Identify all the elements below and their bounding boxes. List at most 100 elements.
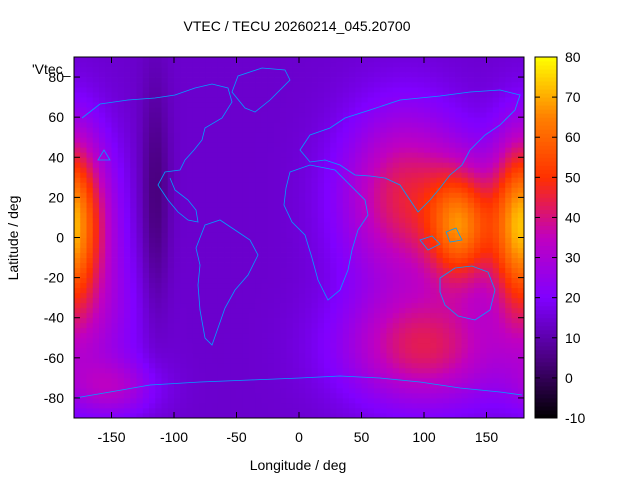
heatmap-cell: [161, 227, 169, 233]
heatmap-cell: [99, 307, 106, 314]
heatmap-cell: [399, 112, 406, 118]
heatmap-cell: [274, 57, 281, 63]
heatmap-cell: [361, 122, 369, 128]
heatmap-cell: [380, 187, 387, 193]
heatmap-cell: [280, 292, 287, 299]
heatmap-cell: [442, 97, 450, 103]
heatmap-cell: [167, 117, 175, 123]
heatmap-cell: [461, 117, 469, 123]
heatmap-cell: [267, 177, 275, 183]
heatmap-cell: [417, 367, 425, 374]
heatmap-cell: [380, 167, 387, 173]
heatmap-cell: [180, 72, 187, 78]
heatmap-cell: [317, 202, 325, 208]
heatmap-cell: [399, 322, 406, 329]
heatmap-cell: [74, 242, 81, 248]
heatmap-cell: [149, 387, 156, 394]
heatmap-cell: [455, 322, 462, 329]
heatmap-cell: [86, 352, 94, 359]
heatmap-cell: [142, 262, 150, 268]
heatmap-cell: [330, 107, 337, 113]
heatmap-cell: [499, 337, 506, 344]
heatmap-cell: [299, 247, 306, 253]
heatmap-cell: [417, 382, 425, 389]
heatmap-cell: [167, 382, 175, 389]
heatmap-cell: [505, 292, 512, 299]
heatmap-cell: [474, 347, 481, 354]
heatmap-cell: [199, 242, 206, 248]
heatmap-cell: [349, 242, 356, 248]
heatmap-cell: [261, 377, 269, 384]
heatmap-cell: [455, 77, 462, 83]
heatmap-cell: [255, 297, 262, 304]
heatmap-cell: [480, 82, 487, 88]
heatmap-cell: [99, 412, 106, 419]
heatmap-cell: [192, 262, 200, 268]
heatmap-cell: [392, 172, 400, 178]
heatmap-cell: [155, 307, 162, 314]
heatmap-cell: [386, 217, 394, 223]
heatmap-cell: [117, 277, 125, 284]
heatmap-cell: [92, 222, 100, 228]
heatmap-cell: [274, 207, 281, 213]
heatmap-cell: [211, 317, 219, 324]
heatmap-cell: [324, 122, 331, 128]
heatmap-cell: [380, 252, 387, 258]
heatmap-cell: [361, 72, 369, 78]
heatmap-cell: [417, 397, 425, 404]
heatmap-cell: [474, 257, 481, 263]
heatmap-cell: [86, 267, 94, 273]
heatmap-cell: [230, 372, 237, 379]
heatmap-cell: [236, 222, 244, 228]
heatmap-cell: [311, 237, 319, 243]
heatmap-cell: [174, 92, 181, 98]
heatmap-cell: [436, 97, 444, 103]
heatmap-cell: [161, 307, 169, 314]
heatmap-cell: [205, 122, 212, 128]
heatmap-cell: [474, 62, 481, 68]
heatmap-cell: [342, 127, 350, 133]
heatmap-cell: [167, 102, 175, 108]
heatmap-cell: [255, 117, 262, 123]
heatmap-cell: [161, 317, 169, 324]
heatmap-cell: [430, 257, 437, 263]
heatmap-cell: [86, 177, 94, 183]
heatmap-cell: [161, 322, 169, 329]
heatmap-cell: [80, 337, 87, 344]
heatmap-cell: [205, 402, 212, 409]
heatmap-cell: [74, 82, 81, 88]
heatmap-cell: [424, 177, 431, 183]
heatmap-cell: [399, 297, 406, 304]
heatmap-cell: [111, 382, 119, 389]
heatmap-cell: [342, 192, 350, 198]
heatmap-cell: [380, 87, 387, 93]
heatmap-cell: [130, 407, 137, 414]
heatmap-cell: [261, 162, 269, 168]
heatmap-cell: [324, 307, 331, 314]
heatmap-cell: [461, 202, 469, 208]
heatmap-cell: [405, 272, 412, 279]
heatmap-cell: [92, 82, 100, 88]
heatmap-cell: [424, 222, 431, 228]
heatmap-cell: [280, 182, 287, 188]
heatmap-cell: [186, 117, 194, 123]
heatmap-cell: [261, 327, 269, 334]
heatmap-cell: [274, 122, 281, 128]
heatmap-cell: [380, 117, 387, 123]
heatmap-cell: [167, 192, 175, 198]
heatmap-cell: [361, 67, 369, 73]
heatmap-cell: [317, 192, 325, 198]
heatmap-cell: [380, 137, 387, 143]
heatmap-cell: [380, 257, 387, 263]
heatmap-cell: [217, 77, 225, 83]
heatmap-cell: [117, 382, 125, 389]
heatmap-cell: [92, 372, 100, 379]
heatmap-cell: [186, 82, 194, 88]
heatmap-cell: [474, 352, 481, 359]
heatmap-cell: [274, 77, 281, 83]
heatmap-cell: [455, 202, 462, 208]
heatmap-cell: [280, 102, 287, 108]
heatmap-cell: [261, 62, 269, 68]
heatmap-cell: [405, 157, 412, 163]
heatmap-cell: [380, 222, 387, 228]
